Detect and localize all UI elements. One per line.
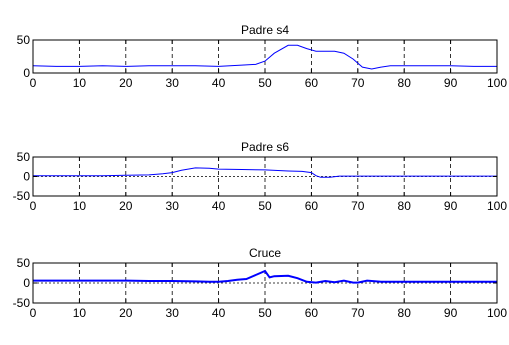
- x-tick-label: 50: [258, 306, 272, 320]
- x-tick-label: 80: [398, 76, 412, 90]
- x-tick-label: 20: [119, 199, 133, 213]
- x-tick-label: 70: [351, 76, 365, 90]
- x-tick-label: 70: [351, 306, 365, 320]
- x-tick-label: 80: [398, 199, 412, 213]
- x-tick-label: 30: [166, 306, 180, 320]
- y-tick-label: 0: [23, 276, 30, 290]
- x-tick-label: 90: [444, 306, 458, 320]
- x-tick-label: 0: [30, 76, 37, 90]
- x-tick-label: 30: [166, 76, 180, 90]
- x-tick-label: 50: [258, 199, 272, 213]
- subplot-title: Padre s4: [241, 23, 289, 37]
- series-line: [32, 44, 497, 70]
- x-tick-label: 100: [487, 199, 507, 213]
- x-tick-label: 60: [305, 306, 319, 320]
- x-tick-label: 70: [351, 199, 365, 213]
- y-tick-label: -50: [13, 296, 31, 310]
- x-tick-label: 50: [258, 76, 272, 90]
- y-tick-label: -50: [13, 189, 31, 203]
- subplot-padre-s4: Padre s4 0 10 20 30 40 50 60 70 80 90 100 0 50: [17, 23, 508, 90]
- x-tick-label: 80: [398, 306, 412, 320]
- y-tick-label: 50: [17, 33, 31, 47]
- x-tick-label: 90: [444, 76, 458, 90]
- x-tick-label: 60: [305, 76, 319, 90]
- subplot-title: Cruce: [249, 246, 281, 260]
- x-tick-label: 100: [487, 76, 507, 90]
- x-tick-label: 10: [73, 199, 87, 213]
- y-tick-label: 0: [23, 170, 30, 184]
- x-tick-label: 100: [487, 306, 507, 320]
- subplot-title: Padre s6: [241, 140, 289, 154]
- x-tick-label: 40: [212, 306, 226, 320]
- x-tick-label: 20: [119, 76, 133, 90]
- x-tick-label: 0: [30, 306, 37, 320]
- x-tick-label: 30: [166, 199, 180, 213]
- x-tick-label: 60: [305, 199, 319, 213]
- y-tick-label: 50: [17, 150, 31, 164]
- series-line: [33, 167, 497, 178]
- x-tick-label: 90: [444, 199, 458, 213]
- x-tick-label: 20: [119, 306, 133, 320]
- y-tick-label: 0: [23, 66, 30, 80]
- x-tick-label: 0: [30, 199, 37, 213]
- x-tick-label: 40: [212, 199, 226, 213]
- x-tick-label: 40: [212, 76, 226, 90]
- series-line: [33, 269, 497, 284]
- x-tick-label: 10: [73, 76, 87, 90]
- x-tick-label: 10: [73, 306, 87, 320]
- y-tick-label: 50: [17, 256, 31, 270]
